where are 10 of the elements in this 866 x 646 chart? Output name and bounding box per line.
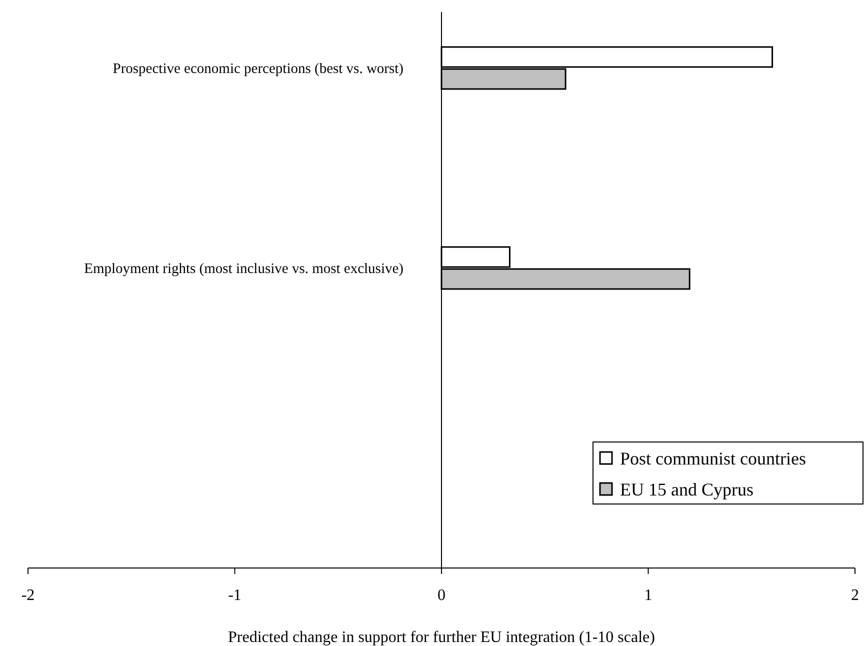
- y-tick-label: Prospective economic perceptions (best vs. worst): [112, 61, 404, 78]
- x-axis-title: Predicted change in support for further EU integration (1-10 scale): [228, 629, 655, 646]
- y-tick-label: Employment rights (most inclusive vs. most exclusive): [84, 261, 404, 278]
- x-tick-label: -2: [21, 587, 35, 604]
- x-tick-label: 1: [644, 587, 652, 604]
- legend-label: EU 15 and Cyprus: [620, 479, 754, 500]
- legend-label: Post communist countries: [620, 448, 806, 468]
- x-tick-label: 2: [851, 587, 859, 604]
- x-tick-label: -1: [228, 587, 242, 604]
- x-tick-label: 0: [438, 587, 446, 604]
